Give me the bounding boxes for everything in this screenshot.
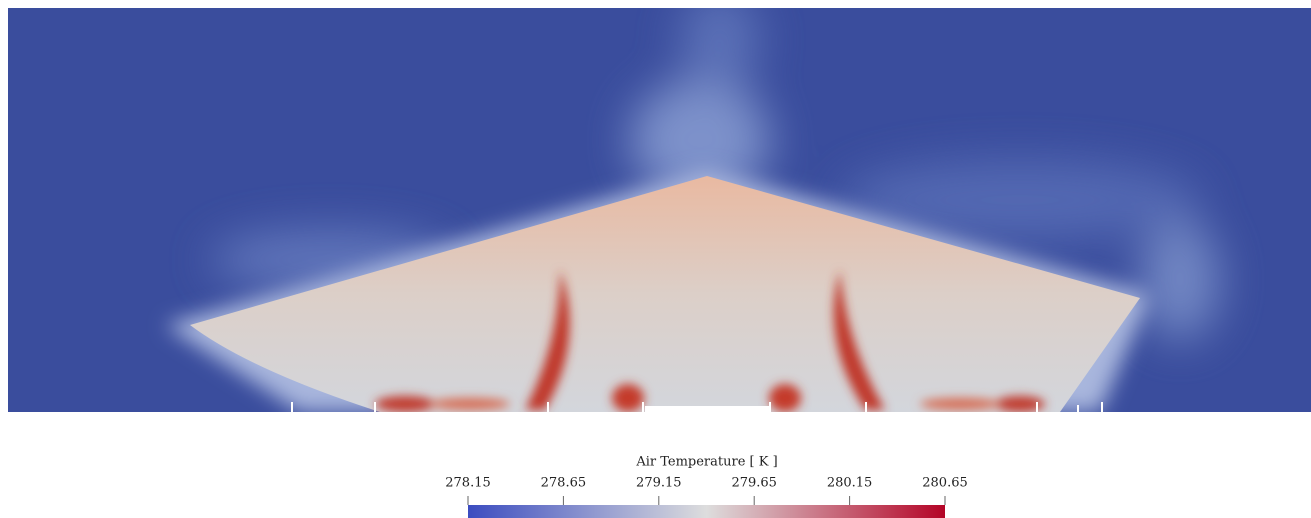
colorbar bbox=[468, 505, 945, 518]
colorbar-tick-label: 278.15 bbox=[445, 476, 491, 491]
colorbar-tick-label: 279.65 bbox=[731, 476, 777, 491]
colorbar-title: Air Temperature [ K ] bbox=[635, 455, 777, 470]
colorbar-tick-label: 278.65 bbox=[541, 476, 587, 491]
opening bbox=[645, 406, 770, 414]
visualization: Air Temperature [ K ] 278.15 278.65 279.15… bbox=[0, 0, 1311, 518]
colorbar-tick-label: 279.15 bbox=[636, 476, 682, 491]
colorbar-tick-label: 280.65 bbox=[922, 476, 968, 491]
colorbar-tick-label: 280.15 bbox=[827, 476, 873, 491]
temperature-field bbox=[8, 0, 1311, 414]
